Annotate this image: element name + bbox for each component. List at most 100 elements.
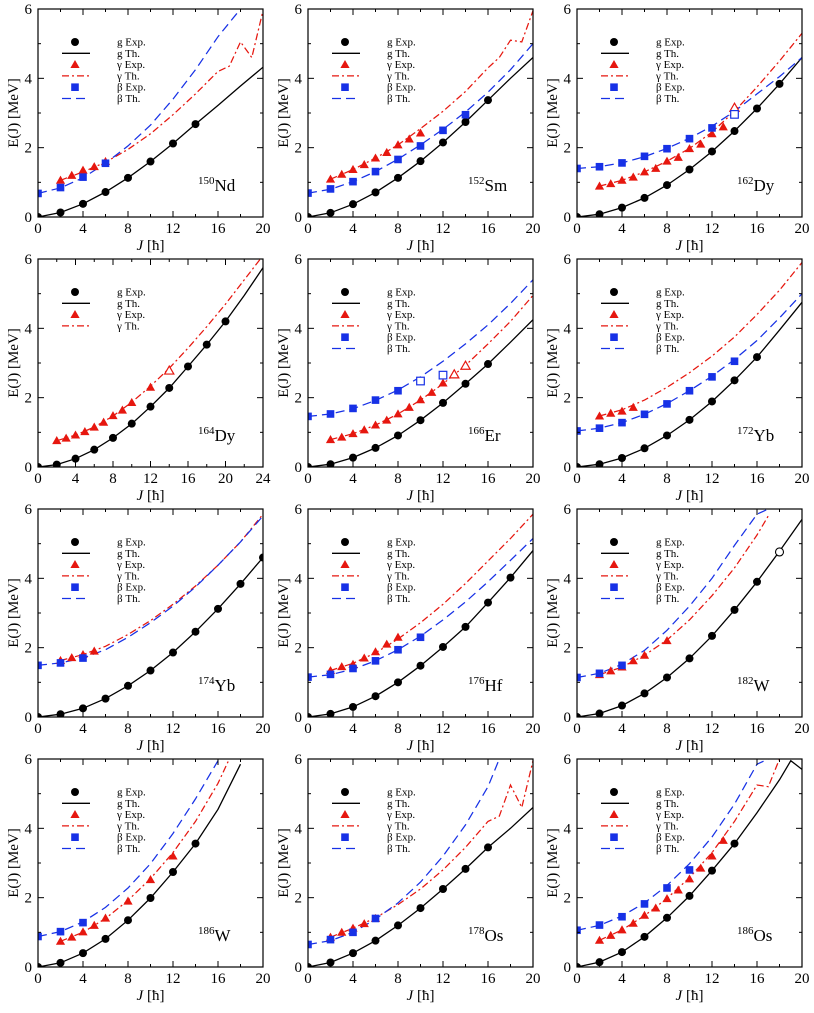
gamma-exp-point — [718, 122, 728, 131]
y-tick-label: 0 — [564, 460, 572, 476]
x-tick-label: 4 — [79, 971, 87, 987]
beta-exp-point — [416, 633, 425, 642]
x-tick-label: 0 — [573, 721, 581, 737]
legend-label: g Th. — [117, 298, 140, 310]
y-tick-label: 6 — [564, 502, 572, 518]
g-exp-point — [730, 605, 739, 614]
beta-exp-point — [640, 410, 649, 419]
g-exp-point — [708, 866, 716, 875]
y-tick-label: 4 — [564, 71, 572, 87]
y-axis-label: E(J) [MeV] — [6, 578, 22, 648]
gamma-exp-point — [673, 152, 683, 161]
beta-exp-point — [685, 866, 694, 874]
x-tick-label: 8 — [124, 721, 132, 737]
g-exp-point — [326, 709, 335, 717]
g-legend-marker — [71, 788, 79, 796]
beta-exp-point — [461, 110, 470, 119]
gamma-exp-point — [359, 653, 369, 662]
g-exp-point — [221, 317, 230, 326]
legend-label: β Th. — [387, 93, 411, 105]
legend-label: γ Th. — [386, 820, 410, 832]
legend-label: β Exp. — [387, 582, 416, 594]
x-tick-label: 4 — [79, 221, 87, 237]
g-exp-point — [775, 79, 784, 88]
gamma-th-line — [330, 513, 533, 672]
x-tick-label: 16 — [750, 721, 766, 737]
legend-label: γ Exp. — [655, 59, 684, 71]
g-exp-point — [191, 627, 200, 636]
gamma-exp-point — [67, 653, 77, 662]
y-tick-label: 2 — [295, 391, 303, 407]
g-exp-point — [640, 932, 649, 941]
g-exp-point — [236, 579, 245, 588]
g-exp-point — [685, 654, 694, 663]
y-tick-label: 4 — [25, 821, 33, 837]
gamma-exp-point — [55, 175, 66, 184]
x-tick-label: 20 — [795, 471, 810, 487]
g-exp-point — [101, 694, 110, 703]
beta-legend-marker — [341, 583, 349, 591]
g-exp-point — [577, 713, 581, 717]
panel-172yb: 0 4 8 12 16 20 0 2 4 6 E(J) [MeV] J [ħ] 172Yb g Exp.g… — [545, 252, 810, 504]
legend-label: γ Exp. — [655, 559, 684, 571]
y-tick-label: 4 — [564, 571, 572, 587]
g-exp-point — [191, 839, 200, 848]
g-exp-point — [685, 891, 694, 900]
beta-exp-point — [308, 412, 312, 421]
beta-legend-marker — [610, 333, 618, 341]
g-exp-point — [753, 104, 761, 113]
gamma-exp-point — [55, 936, 66, 945]
beta-exp-point — [577, 164, 581, 173]
x-tick-label: 12 — [436, 971, 451, 987]
g-exp-point — [394, 431, 402, 440]
x-tick-label: 4 — [618, 471, 626, 487]
x-tick-label: 20 — [256, 721, 271, 737]
g-exp-point — [56, 958, 65, 967]
x-tick-label: 4 — [349, 471, 357, 487]
legend-label: γ Exp. — [386, 809, 415, 821]
g-exp-point — [685, 165, 694, 174]
y-tick-label: 6 — [564, 2, 572, 18]
beta-legend-marker — [341, 833, 349, 841]
beta-exp-point — [371, 657, 380, 665]
gamma-exp-point — [594, 181, 605, 190]
gamma-th-line — [60, 10, 263, 181]
g-exp-point — [461, 118, 470, 127]
g-exp-point — [577, 463, 581, 467]
plot-area — [308, 279, 533, 467]
legend-label: g Exp. — [117, 37, 146, 49]
y-tick-label: 6 — [295, 252, 303, 268]
g-exp-point — [371, 936, 380, 945]
x-tick-label: 12 — [436, 471, 451, 487]
beta-exp-point — [663, 144, 671, 153]
y-tick-label: 0 — [564, 960, 572, 976]
x-tick-label: 12 — [705, 471, 720, 487]
gamma-legend-marker — [340, 60, 350, 69]
gamma-exp-point — [370, 153, 381, 162]
x-tick-label: 16 — [481, 471, 497, 487]
gamma-exp-point — [337, 432, 347, 441]
legend-label: g Exp. — [656, 287, 685, 299]
beta-exp-point — [640, 900, 649, 908]
y-tick-label: 4 — [295, 821, 303, 837]
g-exp-point — [577, 963, 581, 967]
y-tick-label: 4 — [564, 321, 572, 337]
nucleus-label: 178Os — [468, 925, 503, 945]
gamma-exp-point — [606, 930, 616, 939]
gamma-exp-point — [163, 364, 175, 375]
legend-label: γ Exp. — [116, 59, 145, 71]
x-tick-label: 12 — [705, 971, 720, 987]
plot-area — [308, 513, 533, 717]
x-tick-label: 0 — [34, 221, 42, 237]
y-tick-label: 6 — [295, 2, 303, 18]
x-tick-label: 20 — [526, 471, 541, 487]
plot-area — [308, 10, 533, 217]
g-exp-point — [394, 921, 402, 930]
gamma-exp-point — [594, 935, 605, 944]
x-tick-label: 8 — [124, 221, 132, 237]
g-exp-point — [439, 885, 447, 893]
legend-label: g Th. — [117, 548, 140, 560]
beta-exp-point — [56, 927, 65, 936]
gamma-exp-point — [108, 411, 118, 420]
